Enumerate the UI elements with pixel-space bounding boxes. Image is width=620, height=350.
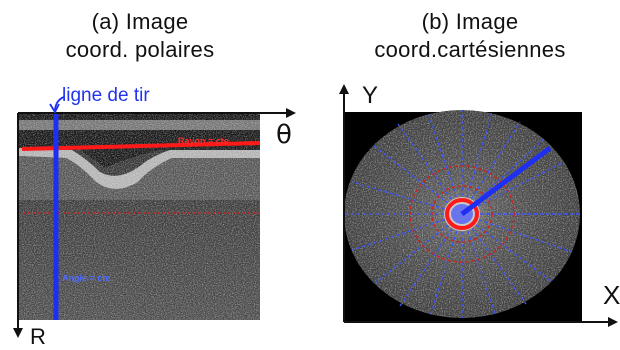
ligne-de-tir-label: ligne de tir <box>62 85 150 106</box>
x-axis-label: X <box>603 280 620 310</box>
radius-constant-circle <box>445 198 479 230</box>
theta-axis-label: θ <box>276 120 292 150</box>
angle-label: Angle = cte <box>62 273 111 283</box>
firing-ray <box>460 146 552 216</box>
ligne-pointer <box>54 96 65 111</box>
radius-constant-line <box>21 141 261 151</box>
panel-a-title-line1: (a) Image <box>91 9 189 34</box>
panel-a-title-line2: coord. polaires <box>65 37 215 62</box>
cartesian-image <box>344 110 582 322</box>
y-axis-label: Y <box>362 82 379 109</box>
panel-a-title: (a) Image coord. polaires <box>20 8 260 64</box>
polar-image <box>18 113 261 320</box>
panel-b-title: (b) Image coord.cartésiennes <box>330 8 610 64</box>
panel-b-title-line1: (b) Image <box>421 9 519 34</box>
radius-circles <box>409 165 515 263</box>
ligne-pointer-head <box>49 103 60 114</box>
panel-b-title-line2: coord.cartésiennes <box>374 37 566 62</box>
rayon-label: Rayon = cte <box>178 136 229 146</box>
radial-lines <box>344 110 580 318</box>
r-axis-label: R <box>30 324 46 349</box>
